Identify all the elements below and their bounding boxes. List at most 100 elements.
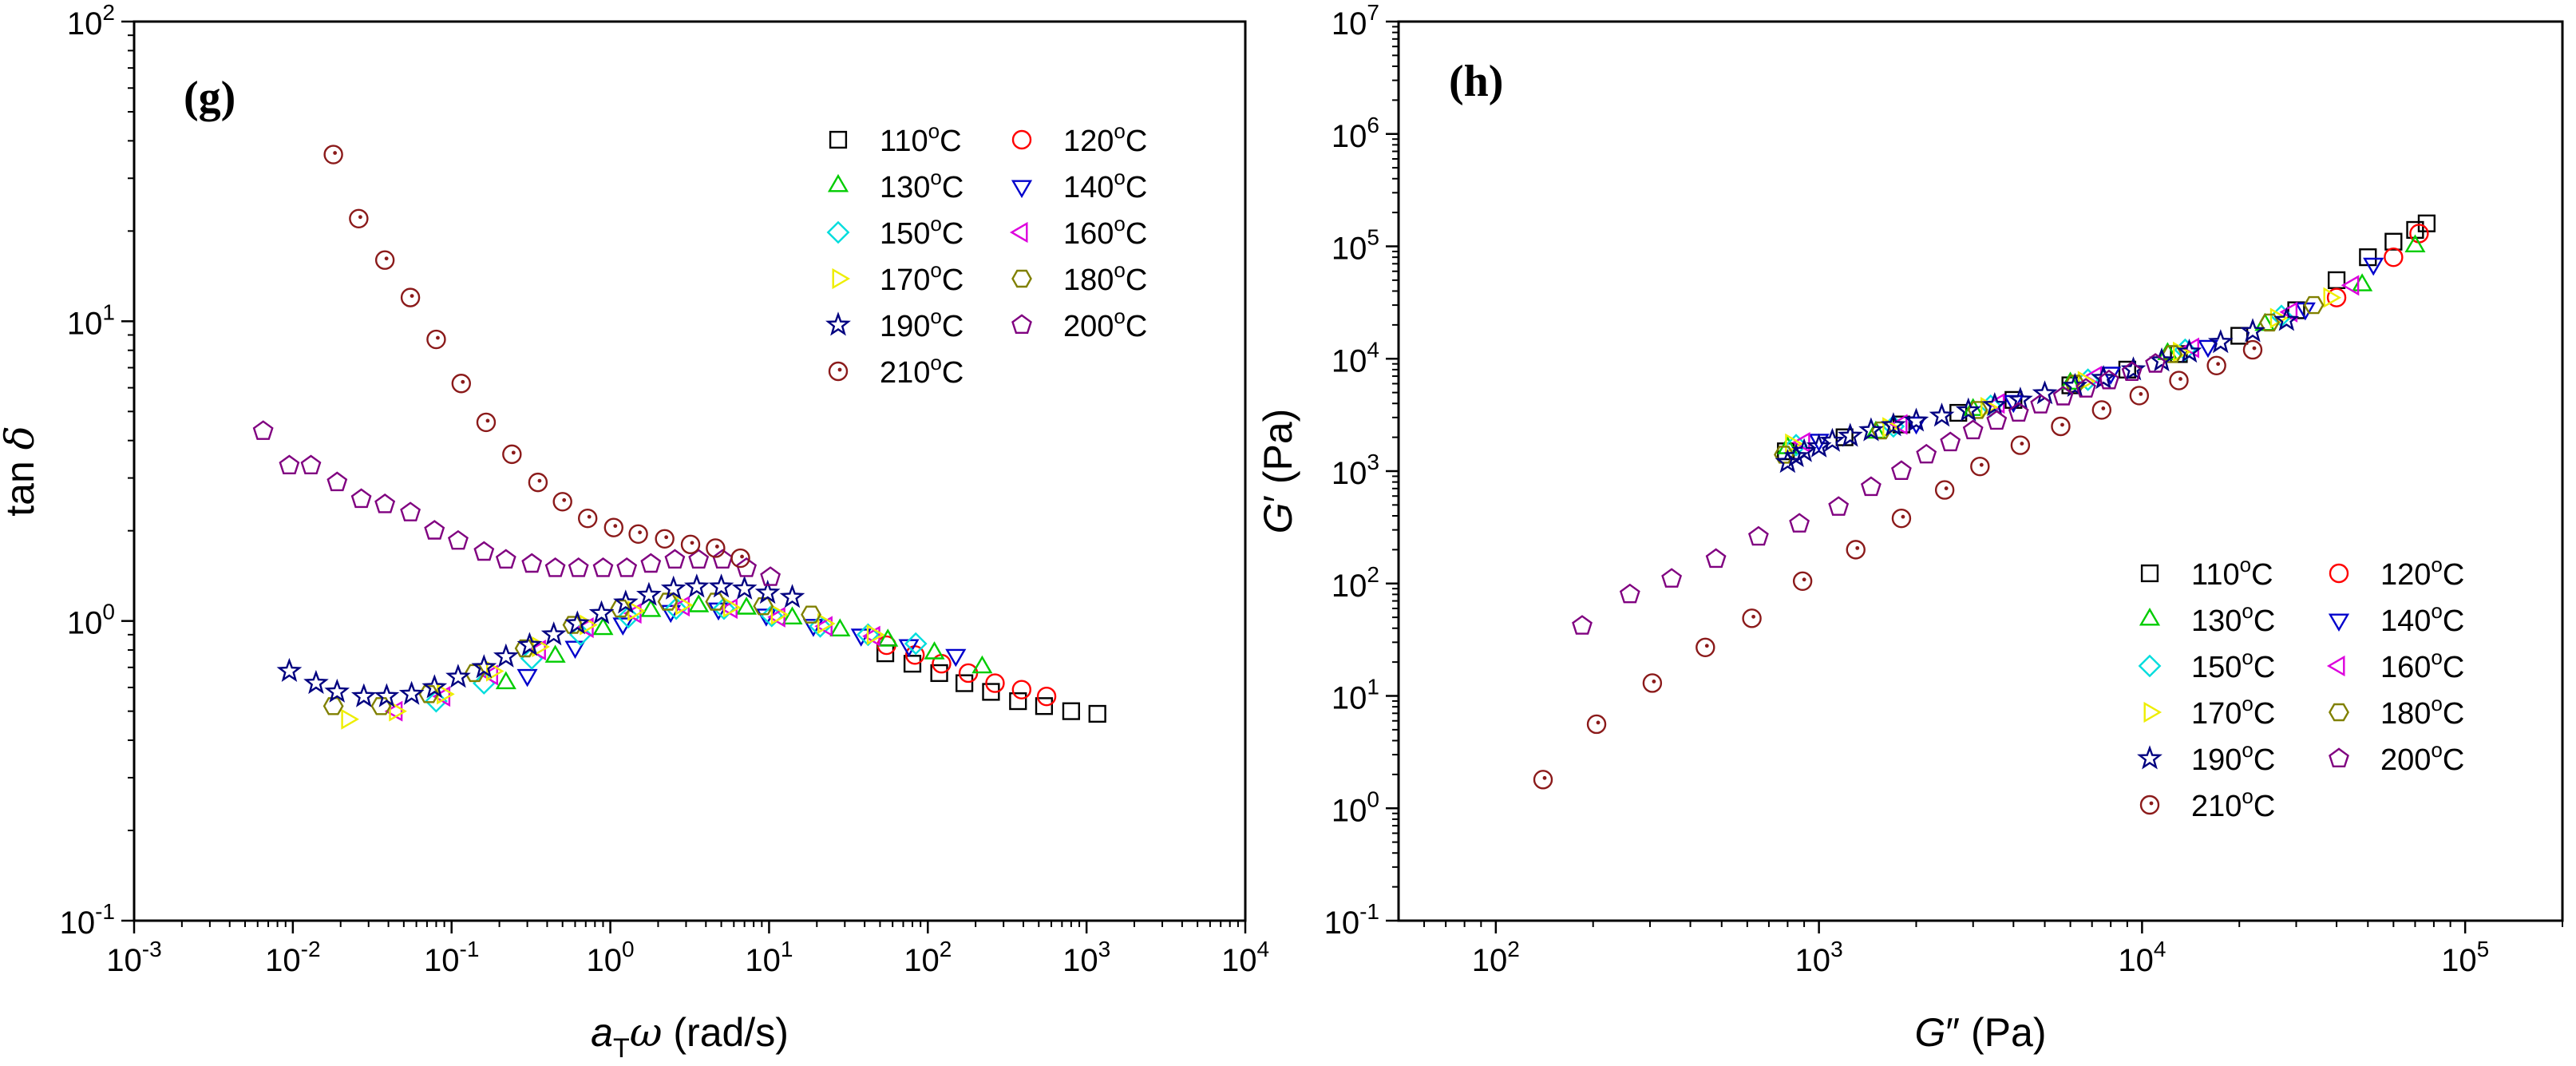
y-tick-label: 107 [1332,0,1379,42]
series-150-c [1784,304,2293,457]
data-point [1860,476,1882,497]
data-point [1783,443,1809,468]
data-point [516,632,543,656]
data-point [1619,583,1640,604]
legend-label: 140oC [2380,599,2464,638]
x-tick-label: 10-3 [106,937,161,978]
data-point [660,604,682,624]
data-point [1572,615,1593,635]
data-point [680,534,701,555]
data-point [1940,431,1961,452]
data-point [528,640,546,661]
marker-dot [1901,514,1905,519]
data-point [924,641,945,660]
x-tick-label: 10-1 [424,937,479,978]
y-tick-label: 105 [1332,225,1379,267]
data-point [736,557,758,577]
y-tick-label: 100 [67,600,115,641]
data-point [421,674,448,699]
data-point [514,639,536,658]
x-tick-label: 100 [587,937,635,978]
data-point [2384,232,2403,251]
marker-dot [1855,545,1860,550]
plot-area [252,145,1106,730]
marker-dot [2216,362,2221,367]
data-point [1828,496,1850,516]
marker-dot [690,541,694,545]
legend-item: 130oC [827,165,964,204]
x-tick-label: 102 [1472,937,1520,978]
data-point [610,599,631,618]
data-point [445,664,471,688]
y-tick-label: 103 [1332,450,1379,491]
data-point [2098,369,2119,390]
marker-dot [837,367,842,372]
legend-item: 200oC [1011,304,1147,343]
series-210-c [323,145,750,569]
series-190-c [1775,307,2300,474]
y-tick-label: 106 [1332,113,1379,154]
data-point [2145,353,2166,373]
marker-dot [485,418,490,423]
legend-marker [1011,180,1033,199]
marker-dot [2139,392,2143,396]
data-point [1011,680,1032,699]
y-axis: 10-1 100 101 102 [60,0,134,941]
series-190-c [276,573,805,707]
legend-label: 210oC [880,351,964,390]
data-point [2052,386,2074,406]
data-point [1837,422,1863,447]
data-point [322,697,344,715]
data-point [389,700,407,722]
legend-label: 110oC [880,119,962,158]
data-point [731,575,758,600]
data-point [628,524,648,545]
data-point [2323,287,2342,308]
data-point [829,618,851,636]
legend-label: 190oC [2191,738,2275,777]
data-point [400,501,421,521]
data-point [2169,371,2189,390]
data-point [568,557,589,577]
data-point [985,673,1005,693]
marker-dot [638,530,642,535]
marker-dot [461,379,465,384]
data-point [1881,412,1906,437]
data-point [971,655,993,674]
data-point [1586,714,1607,735]
data-point [486,660,505,682]
legend-marker [828,361,849,382]
data-point [592,616,614,636]
data-point [2121,361,2143,381]
legend-marker [832,267,851,290]
legend-marker [827,173,849,192]
data-point [349,208,369,229]
data-point [2172,341,2191,363]
series-130-c [495,594,993,690]
marker-dot [2101,406,2106,410]
data-point [252,420,274,440]
data-point [2303,295,2325,315]
marker-dot [1979,462,1984,467]
data-point [493,643,519,668]
data-point [1819,427,1846,452]
legend-item: 210oC [828,351,964,390]
data-point [2206,355,2226,375]
legend-item: 110oC [829,119,962,158]
data-point [1891,508,1912,529]
series-160-c [384,596,880,722]
legend-label: 160oC [2380,645,2464,684]
data-point [683,573,710,598]
data-point [552,492,572,512]
data-point [326,471,348,492]
data-point [2091,400,2112,420]
data-point [730,548,750,569]
x-tick-label: 103 [1062,937,1110,978]
legend-item: 170oC [2143,692,2275,731]
data-point [1775,449,1801,474]
legend-label: 120oC [1063,119,1147,158]
data-point [2010,435,2031,455]
data-point [1890,460,1912,480]
legend-label: 140oC [1063,165,1147,204]
legend: 110oC 120oC 130oC 140oC 150oC 160oC 170oC 180oC… [825,119,1147,390]
